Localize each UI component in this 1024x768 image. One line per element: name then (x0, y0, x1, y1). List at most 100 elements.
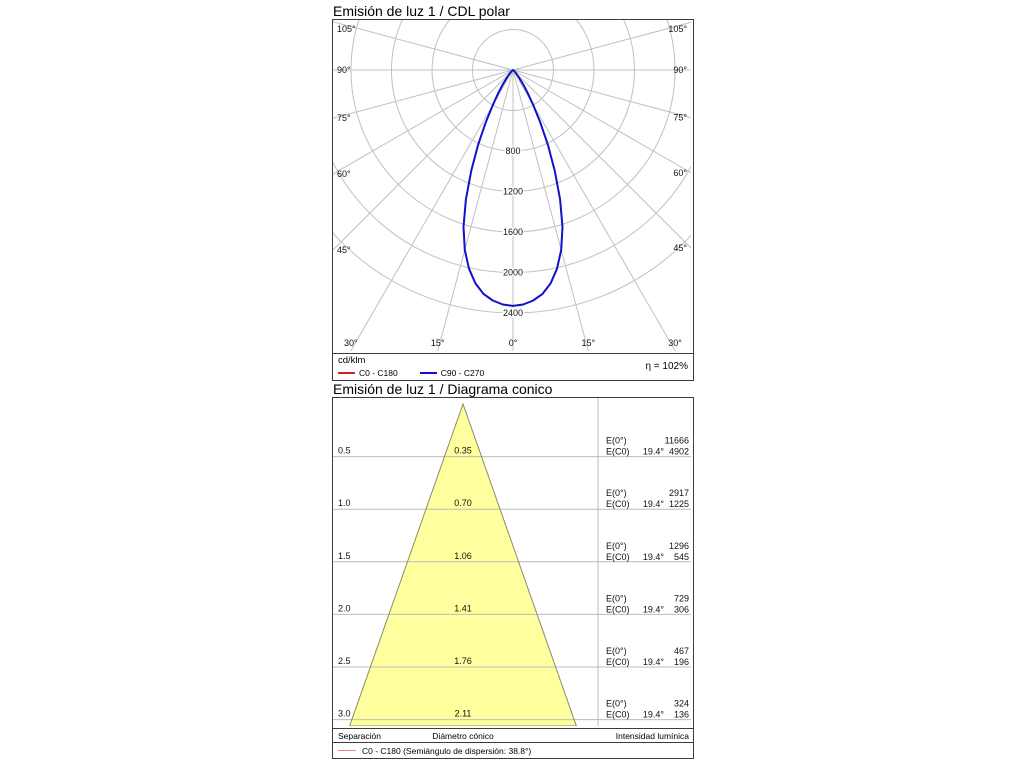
angle-tick-label: 75° (337, 113, 351, 123)
cone-legend-label: C0 - C180 (Semiángulo de dispersión: 38.… (362, 745, 532, 756)
angle-tick-label: 15° (581, 338, 595, 348)
c90-c270-curve (462, 69, 564, 307)
diameter-value: 0.70 (454, 498, 472, 508)
ec0-angle-value: 19.4° (643, 499, 665, 509)
diameter-column-label: Diámetro cónico (432, 731, 494, 741)
cone-c0-c180-line-sample (338, 749, 356, 752)
radial-tick-label: 1600 (503, 227, 523, 237)
intensity-column-label: Intensidad lumínica (615, 731, 689, 741)
cone-plot: 0.5 0.35 E(0°) 11666 E(C0) 19.4° 4902 1.0 0.70 E(… (333, 398, 691, 726)
polar-grid-spoke (512, 69, 691, 174)
polar-grid-circle (431, 20, 595, 152)
polar-grid-spoke (512, 21, 691, 71)
ec0-value: 196 (674, 657, 689, 667)
angle-tick-label: 15° (431, 338, 445, 348)
angle-tick-label: 45° (337, 245, 351, 255)
polar-grid-circle (350, 20, 676, 233)
ec0-value: 4902 (669, 447, 689, 457)
radial-tick-label: 2000 (503, 268, 523, 278)
legend-label-c90-c270: C90 - C270 (440, 368, 485, 378)
ec0-angle-value: 19.4° (643, 657, 665, 667)
separation-value: 0.5 (338, 446, 351, 456)
cone-footer: Separación Diámetro cónico Intensidad lu… (333, 728, 693, 743)
angle-tick-label: 60° (673, 168, 687, 178)
efficiency-label: η = 102% (645, 361, 688, 372)
cone-beam-outline (349, 402, 577, 726)
polar-grid-spoke (512, 69, 589, 351)
angle-tick-label: 105° (337, 24, 356, 34)
diameter-value: 1.76 (454, 656, 472, 666)
angle-tick-label: 0° (509, 338, 518, 348)
angle-tick-label: 90° (673, 65, 687, 75)
e0-label: E(0°) (606, 488, 627, 498)
ec0-label: E(C0) (606, 604, 630, 614)
cone-chart-box: 0.5 0.35 E(0°) 11666 E(C0) 19.4° 4902 1.0 0.70 E(… (332, 397, 694, 759)
angle-tick-label: 90° (337, 65, 351, 75)
polar-grid-circle (472, 29, 554, 111)
separation-value: 2.5 (338, 656, 351, 666)
polar-legend-items: C0 - C180 C90 - C270 (338, 368, 484, 378)
ec0-value: 306 (674, 604, 689, 614)
polar-grid-spoke (512, 69, 691, 119)
e0-value: 467 (674, 646, 689, 656)
ec0-label: E(C0) (606, 552, 630, 562)
separation-value: 1.5 (338, 551, 351, 561)
polar-grid-circle (391, 20, 635, 192)
ec0-value: 136 (674, 710, 689, 720)
angle-tick-label: 75° (673, 113, 687, 123)
e0-value: 2917 (669, 488, 689, 498)
legend-item-c0-c180: C0 - C180 (338, 368, 398, 378)
polar-grid-spoke (512, 69, 676, 351)
angle-tick-label: 45° (673, 243, 687, 253)
cone-legend: C0 - C180 (Semiángulo de dispersión: 38.… (333, 742, 693, 758)
ec0-label: E(C0) (606, 710, 630, 720)
ec0-value: 1225 (669, 499, 689, 509)
legend-label-c0-c180: C0 - C180 (359, 368, 398, 378)
separation-value: 3.0 (338, 709, 351, 719)
separation-column-label: Separación (338, 731, 382, 741)
polar-grid-circle (333, 161, 691, 273)
e0-value: 324 (674, 699, 689, 709)
ec0-angle-value: 19.4° (643, 447, 665, 457)
angle-tick-label: 30° (668, 338, 682, 348)
radial-tick-label: 1200 (503, 187, 523, 197)
ec0-value: 545 (674, 552, 689, 562)
ec0-label: E(C0) (606, 447, 630, 457)
cone-beam-triangle (349, 404, 577, 726)
polar-grid-circle (333, 232, 691, 314)
polar-grid-spoke (333, 69, 514, 175)
polar-legend: cd/klm C0 - C180 C90 - C270 η = 102% (333, 353, 693, 380)
radial-tick-label: 2400 (503, 308, 523, 318)
polar-plot: 0° 15° 15° 30° 30° 45° 45° 60° 60° 75° 75° 90° 90° 10… (333, 20, 691, 351)
diameter-value: 0.35 (454, 446, 472, 456)
separation-value: 2.0 (338, 603, 351, 613)
polar-grid-spoke (333, 21, 514, 71)
ec0-label: E(C0) (606, 499, 630, 509)
unit-label: cd/klm (338, 355, 366, 366)
cone-chart-title: Emisión de luz 1 / Diagrama conico (333, 381, 553, 397)
ec0-label: E(C0) (606, 657, 630, 667)
e0-label: E(0°) (606, 646, 627, 656)
e0-value: 729 (674, 593, 689, 603)
polar-grid-spoke (437, 69, 514, 351)
ec0-angle-value: 19.4° (643, 710, 665, 720)
polar-grid-spoke (333, 69, 514, 119)
diameter-value: 2.11 (455, 709, 472, 719)
e0-label: E(0°) (606, 541, 627, 551)
e0-value: 1296 (669, 541, 689, 551)
polar-chart-title: Emisión de luz 1 / CDL polar (333, 3, 510, 19)
angle-tick-label: 30° (344, 338, 358, 348)
e0-label: E(0°) (606, 593, 627, 603)
ec0-angle-value: 19.4° (643, 552, 665, 562)
e0-label: E(0°) (606, 699, 627, 709)
e0-value: 11666 (665, 436, 689, 446)
polar-grid-spoke (350, 69, 514, 351)
e0-label: E(0°) (606, 436, 627, 446)
ec0-angle-value: 19.4° (643, 604, 665, 614)
diameter-value: 1.41 (454, 603, 472, 613)
c90-c270-line-sample (419, 372, 437, 374)
diameter-value: 1.06 (454, 551, 472, 561)
separation-value: 1.0 (338, 498, 351, 508)
angle-tick-label: 60° (337, 169, 351, 179)
